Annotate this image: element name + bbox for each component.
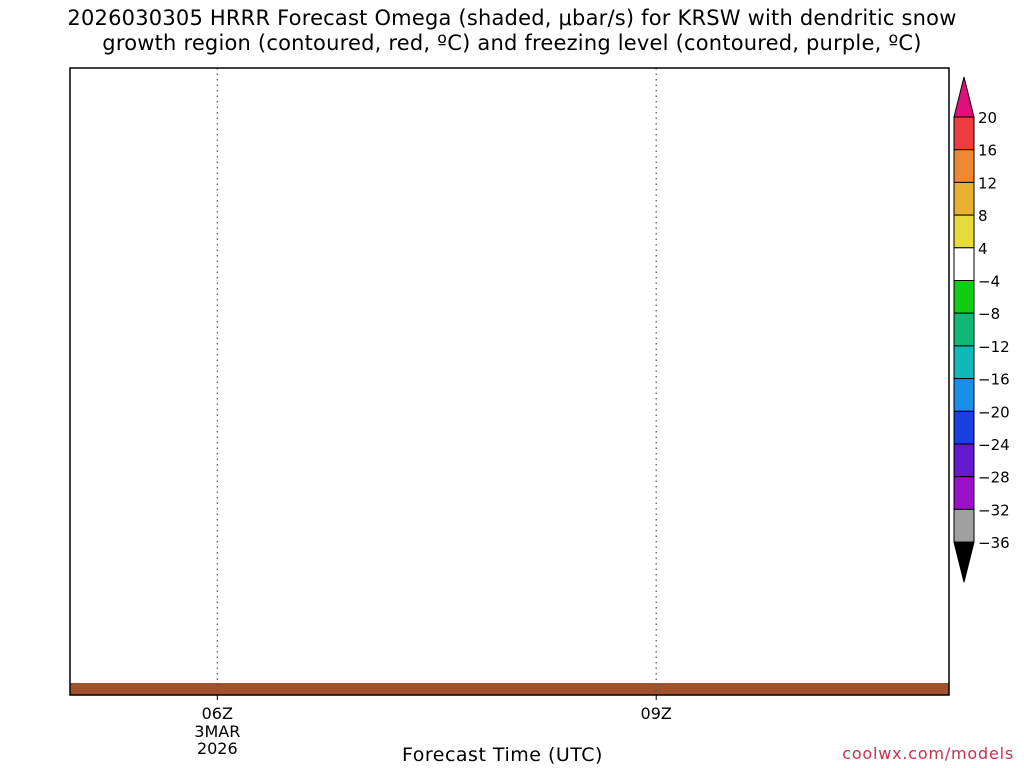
colorbar-tick-12: −32: [978, 501, 1010, 519]
colorbar-tick-10: −24: [978, 436, 1010, 454]
colorbar-bin-6: [953, 280, 975, 314]
colorbar-tick-1: 16: [978, 142, 997, 160]
terrain-strip: [70, 683, 949, 695]
x-tick-sublabel-06Z-1: 2026: [197, 739, 238, 758]
colorbar-bin-13: [953, 508, 975, 543]
colorbar-tick-6: −8: [978, 305, 1000, 323]
colorbar-bin-5: [953, 247, 975, 282]
x-tick-sublabel-06Z-0: 3MAR: [194, 722, 240, 741]
colorbar-tick-8: −16: [978, 371, 1010, 389]
colorbar-tick-11: −28: [978, 469, 1010, 487]
chart-title-line-2: growth region (contoured, red, ºC) and f…: [102, 31, 922, 55]
chart-title-line-1: 2026030305 HRRR Forecast Omega (shaded, …: [67, 6, 957, 30]
colorbar-bin-8: [953, 345, 975, 380]
x-axis: 06Z3MAR202609Z12Z15Z18Z21Z: [194, 695, 672, 758]
x-tick-label-09Z: 09Z: [641, 704, 672, 723]
colorbar-bin-2: [953, 149, 975, 183]
plot-frame: [69, 67, 950, 696]
colorbar-bin-1: [953, 116, 975, 151]
colorbar-tick-9: −20: [978, 403, 1010, 421]
x-tick-label-06Z: 06Z: [202, 704, 233, 723]
x-axis-title: Forecast Time (UTC): [402, 744, 603, 766]
colorbar-tick-7: −12: [978, 338, 1010, 356]
grid-layer: [216, 68, 657, 695]
colorbar: 20 16 12 8 4 −4 −8 −12 −16 −20 −24 −28 −32 −36: [953, 76, 1010, 583]
colorbar-tick-2: 12: [978, 174, 997, 192]
colorbar-tick-13: −36: [978, 534, 1010, 552]
colorbar-bin-12: [953, 476, 975, 510]
colorbar-bin-10: [953, 410, 975, 445]
colorbar-bin-11: [953, 443, 975, 478]
colorbar-tick-0: 20: [978, 109, 997, 127]
chart-title: 2026030305 HRRR Forecast Omega (shaded, …: [0, 6, 1024, 56]
colorbar-bin-bottom: [953, 541, 975, 583]
colorbar-bin-4: [953, 214, 975, 249]
credit-text: coolwx.com/models: [842, 744, 1014, 763]
colorbar-bin-7: [953, 312, 975, 347]
colorbar-tick-5: −4: [978, 273, 1000, 291]
colorbar-bin-9: [953, 378, 975, 412]
terrain-layer: [70, 683, 949, 695]
colorbar-bin-top: [953, 76, 975, 118]
colorbar-tick-4: 4: [978, 240, 988, 258]
colorbar-tick-3: 8: [978, 207, 988, 225]
colorbar-bin-3: [953, 181, 975, 216]
